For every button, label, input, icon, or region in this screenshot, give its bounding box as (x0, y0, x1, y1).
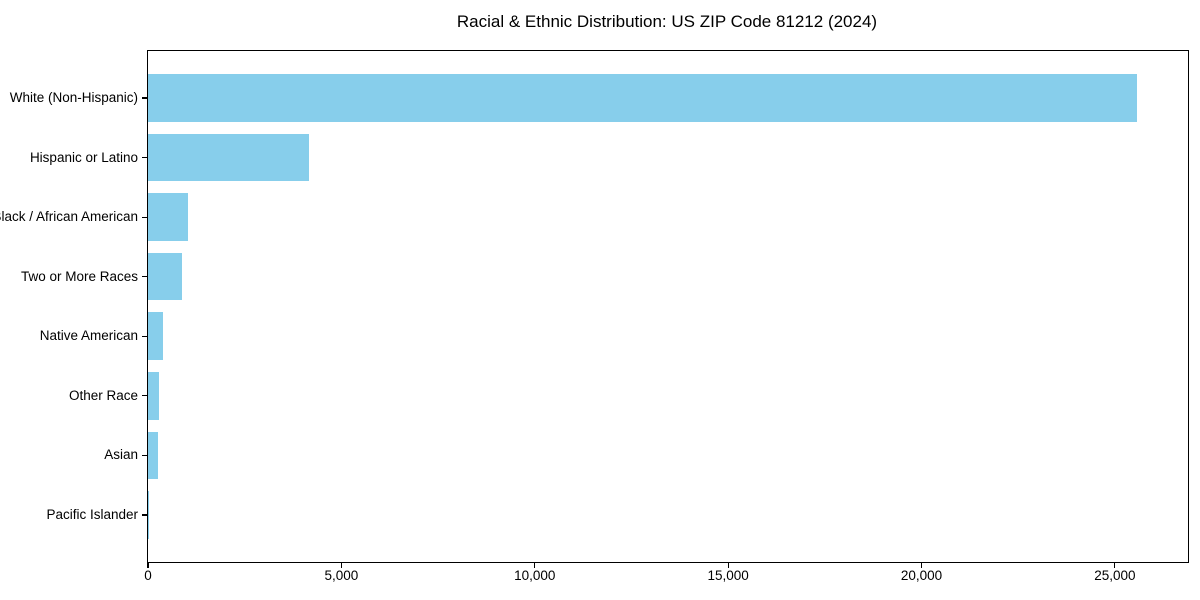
y-axis-tick (142, 157, 147, 159)
y-axis-tick (142, 276, 147, 278)
x-axis-tick (1114, 563, 1116, 569)
y-tick-label: Black / African American (0, 209, 138, 225)
bar (148, 252, 182, 301)
y-axis-tick (142, 454, 147, 456)
x-tick-label: 0 (144, 568, 152, 583)
y-axis-tick (142, 97, 147, 99)
chart-title: Racial & Ethnic Distribution: US ZIP Cod… (456, 12, 878, 31)
x-tick-label: 5,000 (324, 568, 359, 583)
x-axis-tick (340, 563, 342, 569)
bar (148, 133, 309, 182)
bar (148, 431, 159, 480)
x-tick-label: 25,000 (1094, 568, 1136, 583)
x-tick-label: 20,000 (900, 568, 943, 583)
y-tick-label: Pacific Islander (46, 506, 138, 522)
y-tick-label: Two or More Races (20, 268, 138, 284)
y-tick-label: Other Race (68, 387, 138, 403)
x-axis-tick (147, 563, 149, 569)
plot-area: White (Non-Hispanic) Hispanic or Latino Bl… (0, 50, 1189, 583)
y-axis-tick (142, 335, 147, 337)
x-axis-tick (920, 563, 923, 569)
bar (148, 74, 1137, 122)
y-axis-tick (142, 514, 147, 516)
bar (148, 372, 160, 420)
y-tick-label: White (Non-Hispanic) (9, 90, 138, 106)
x-tick-label: 15,000 (707, 568, 749, 583)
bar (148, 312, 163, 361)
y-tick-label: Hispanic or Latino (29, 149, 138, 165)
y-tick-label: Asian (104, 447, 138, 463)
x-axis-tick (534, 563, 536, 569)
x-axis-tick (727, 563, 729, 569)
bar (148, 193, 188, 241)
y-tick-label: Native American (39, 328, 138, 344)
x-tick-label: 10,000 (514, 568, 556, 583)
y-axis-tick (142, 395, 147, 397)
y-axis-tick (142, 216, 147, 218)
